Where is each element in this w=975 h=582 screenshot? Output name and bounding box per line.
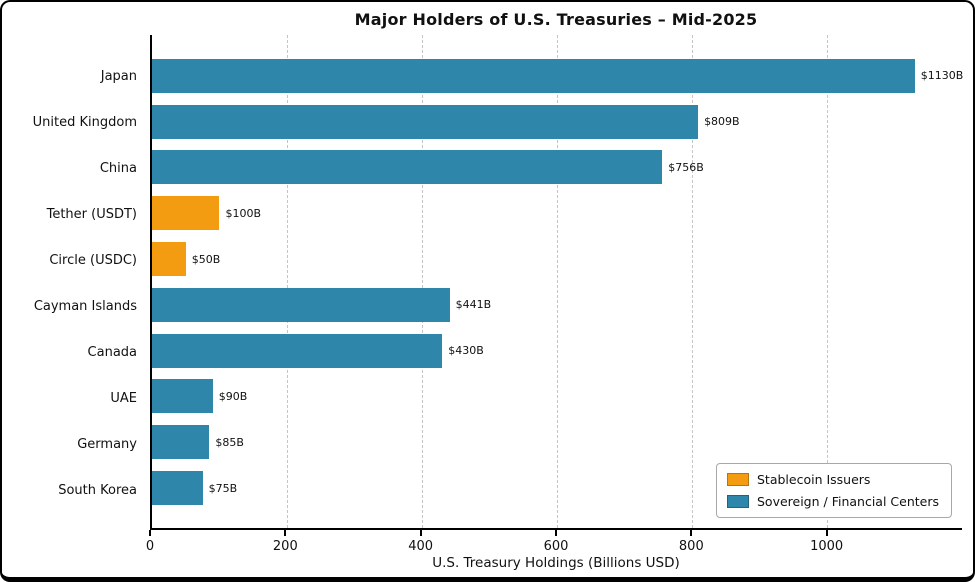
y-axis-label: Cayman Islands [33,298,137,314]
bar [152,425,210,460]
bar-value-label: $50B [191,252,221,266]
gridlines [152,35,962,528]
plot-area: $1130B $809B $756B $100B $50B $441B $430B $90B $… [150,35,964,530]
bar-value-label: $756B [668,160,704,174]
bar [152,196,220,231]
bar-value-label: $809B [704,115,740,129]
bar-value-label: $441B [455,298,492,312]
x-tick-label: 600 [543,539,569,554]
chart-title: Major Holders of U.S. Treasuries – Mid-2… [354,10,758,29]
bar [152,379,213,414]
y-axis-label: Japan [100,68,137,84]
bar-row: $85B [152,419,962,465]
bar-row: $756B [152,145,962,191]
bar-row: $441B [152,282,962,328]
y-axis-labels: Japan United Kingdom China Tether (USDT) Cir… [2,35,146,530]
bar-row: $75B [152,465,962,511]
x-axis: 0 200 400 600 800 1000 [146,530,962,558]
bar-row: $1130B [152,53,964,99]
bar-rows: $1130B $809B $756B $100B $50B $441B $430B $90B $… [152,35,964,528]
bar-row: $809B [152,99,962,145]
gridline [557,35,558,528]
gridline [421,35,423,528]
x-tick-mark [284,530,287,536]
x-tick-label: 400 [408,539,434,554]
x-axis-title: U.S. Treasury Holdings (Billions USD) [432,555,680,571]
gridline [286,35,288,528]
bar [152,242,186,277]
gridline [691,35,693,528]
y-axis-label: United Kingdom [32,114,137,130]
legend-label-stablecoin: Stablecoin Issuers [756,472,871,487]
bar-row: $90B [152,374,962,420]
y-axis-label: Germany [77,436,137,452]
y-axis-label: UAE [110,390,137,406]
x-tick-mark [555,530,557,536]
legend-item-sovereign: Sovereign / Financial Centers [726,494,939,509]
x-tick-label: 200 [272,539,298,554]
legend-label-sovereign: Sovereign / Financial Centers [756,494,939,509]
bar-row: $50B [152,236,962,282]
x-tick-mark [690,530,693,536]
y-axis-label: China [99,160,137,176]
bar [152,58,915,93]
bar-value-label: $90B [218,389,248,403]
bar-value-label: $75B [208,481,238,495]
bar-value-label: $1130B [920,69,964,83]
legend-item-stablecoin: Stablecoin Issuers [726,472,939,487]
bar-row: $100B [152,190,962,236]
y-axis-label: Canada [87,344,137,360]
bar [152,150,663,185]
x-tick-mark [419,530,422,536]
gridline [827,35,828,528]
x-tick-mark [825,530,828,536]
x-tick-label: 1000 [810,539,844,554]
y-axis-label: Circle (USDC) [49,252,137,268]
bar-row: $430B [152,328,962,374]
y-axis-label: South Korea [58,482,137,498]
legend-swatch-stablecoin [726,473,749,486]
x-tick-label: 0 [145,539,155,554]
bar [152,333,443,368]
legend-swatch-sovereign [726,495,749,508]
bar-value-label: $85B [215,435,244,449]
x-tick-mark [149,530,151,536]
bar [152,104,699,139]
y-axis-label: Tether (USDT) [46,206,137,222]
bar-value-label: $430B [448,344,484,358]
x-tick-label: 800 [678,539,704,554]
legend: Stablecoin Issuers Sovereign / Financial… [715,463,952,518]
bar [152,287,450,322]
bar-value-label: $100B [225,206,262,220]
bar [152,471,203,506]
